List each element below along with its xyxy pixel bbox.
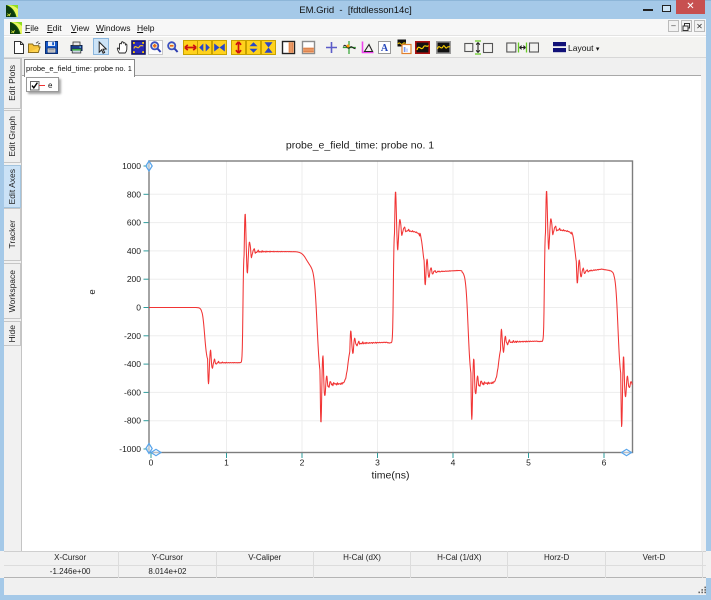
svg-text:0: 0 (136, 303, 141, 313)
svg-text:5: 5 (526, 458, 531, 468)
svg-text:e: e (87, 289, 98, 294)
svg-text:time(ns): time(ns) (372, 470, 410, 482)
svg-text:0: 0 (149, 458, 154, 468)
svg-text:200: 200 (127, 274, 141, 284)
svg-text:6: 6 (602, 458, 607, 468)
svg-text:A: A (381, 43, 389, 54)
svg-text:2: 2 (300, 458, 305, 468)
svg-text:800: 800 (127, 189, 141, 199)
svg-text:1: 1 (224, 458, 229, 468)
svg-text:-800: -800 (124, 416, 141, 426)
svg-text:1000: 1000 (122, 161, 141, 171)
svg-text:4: 4 (451, 458, 456, 468)
svg-text:probe_e_field_time: probe no.: probe_e_field_time: probe no. 1 (286, 140, 434, 152)
svg-text:-200: -200 (124, 331, 141, 341)
svg-text:600: 600 (127, 218, 141, 228)
svg-text:400: 400 (127, 246, 141, 256)
svg-text:3: 3 (375, 458, 380, 468)
svg-text:-1000: -1000 (119, 444, 141, 454)
svg-text:-400: -400 (124, 359, 141, 369)
svg-text:-600: -600 (124, 387, 141, 397)
